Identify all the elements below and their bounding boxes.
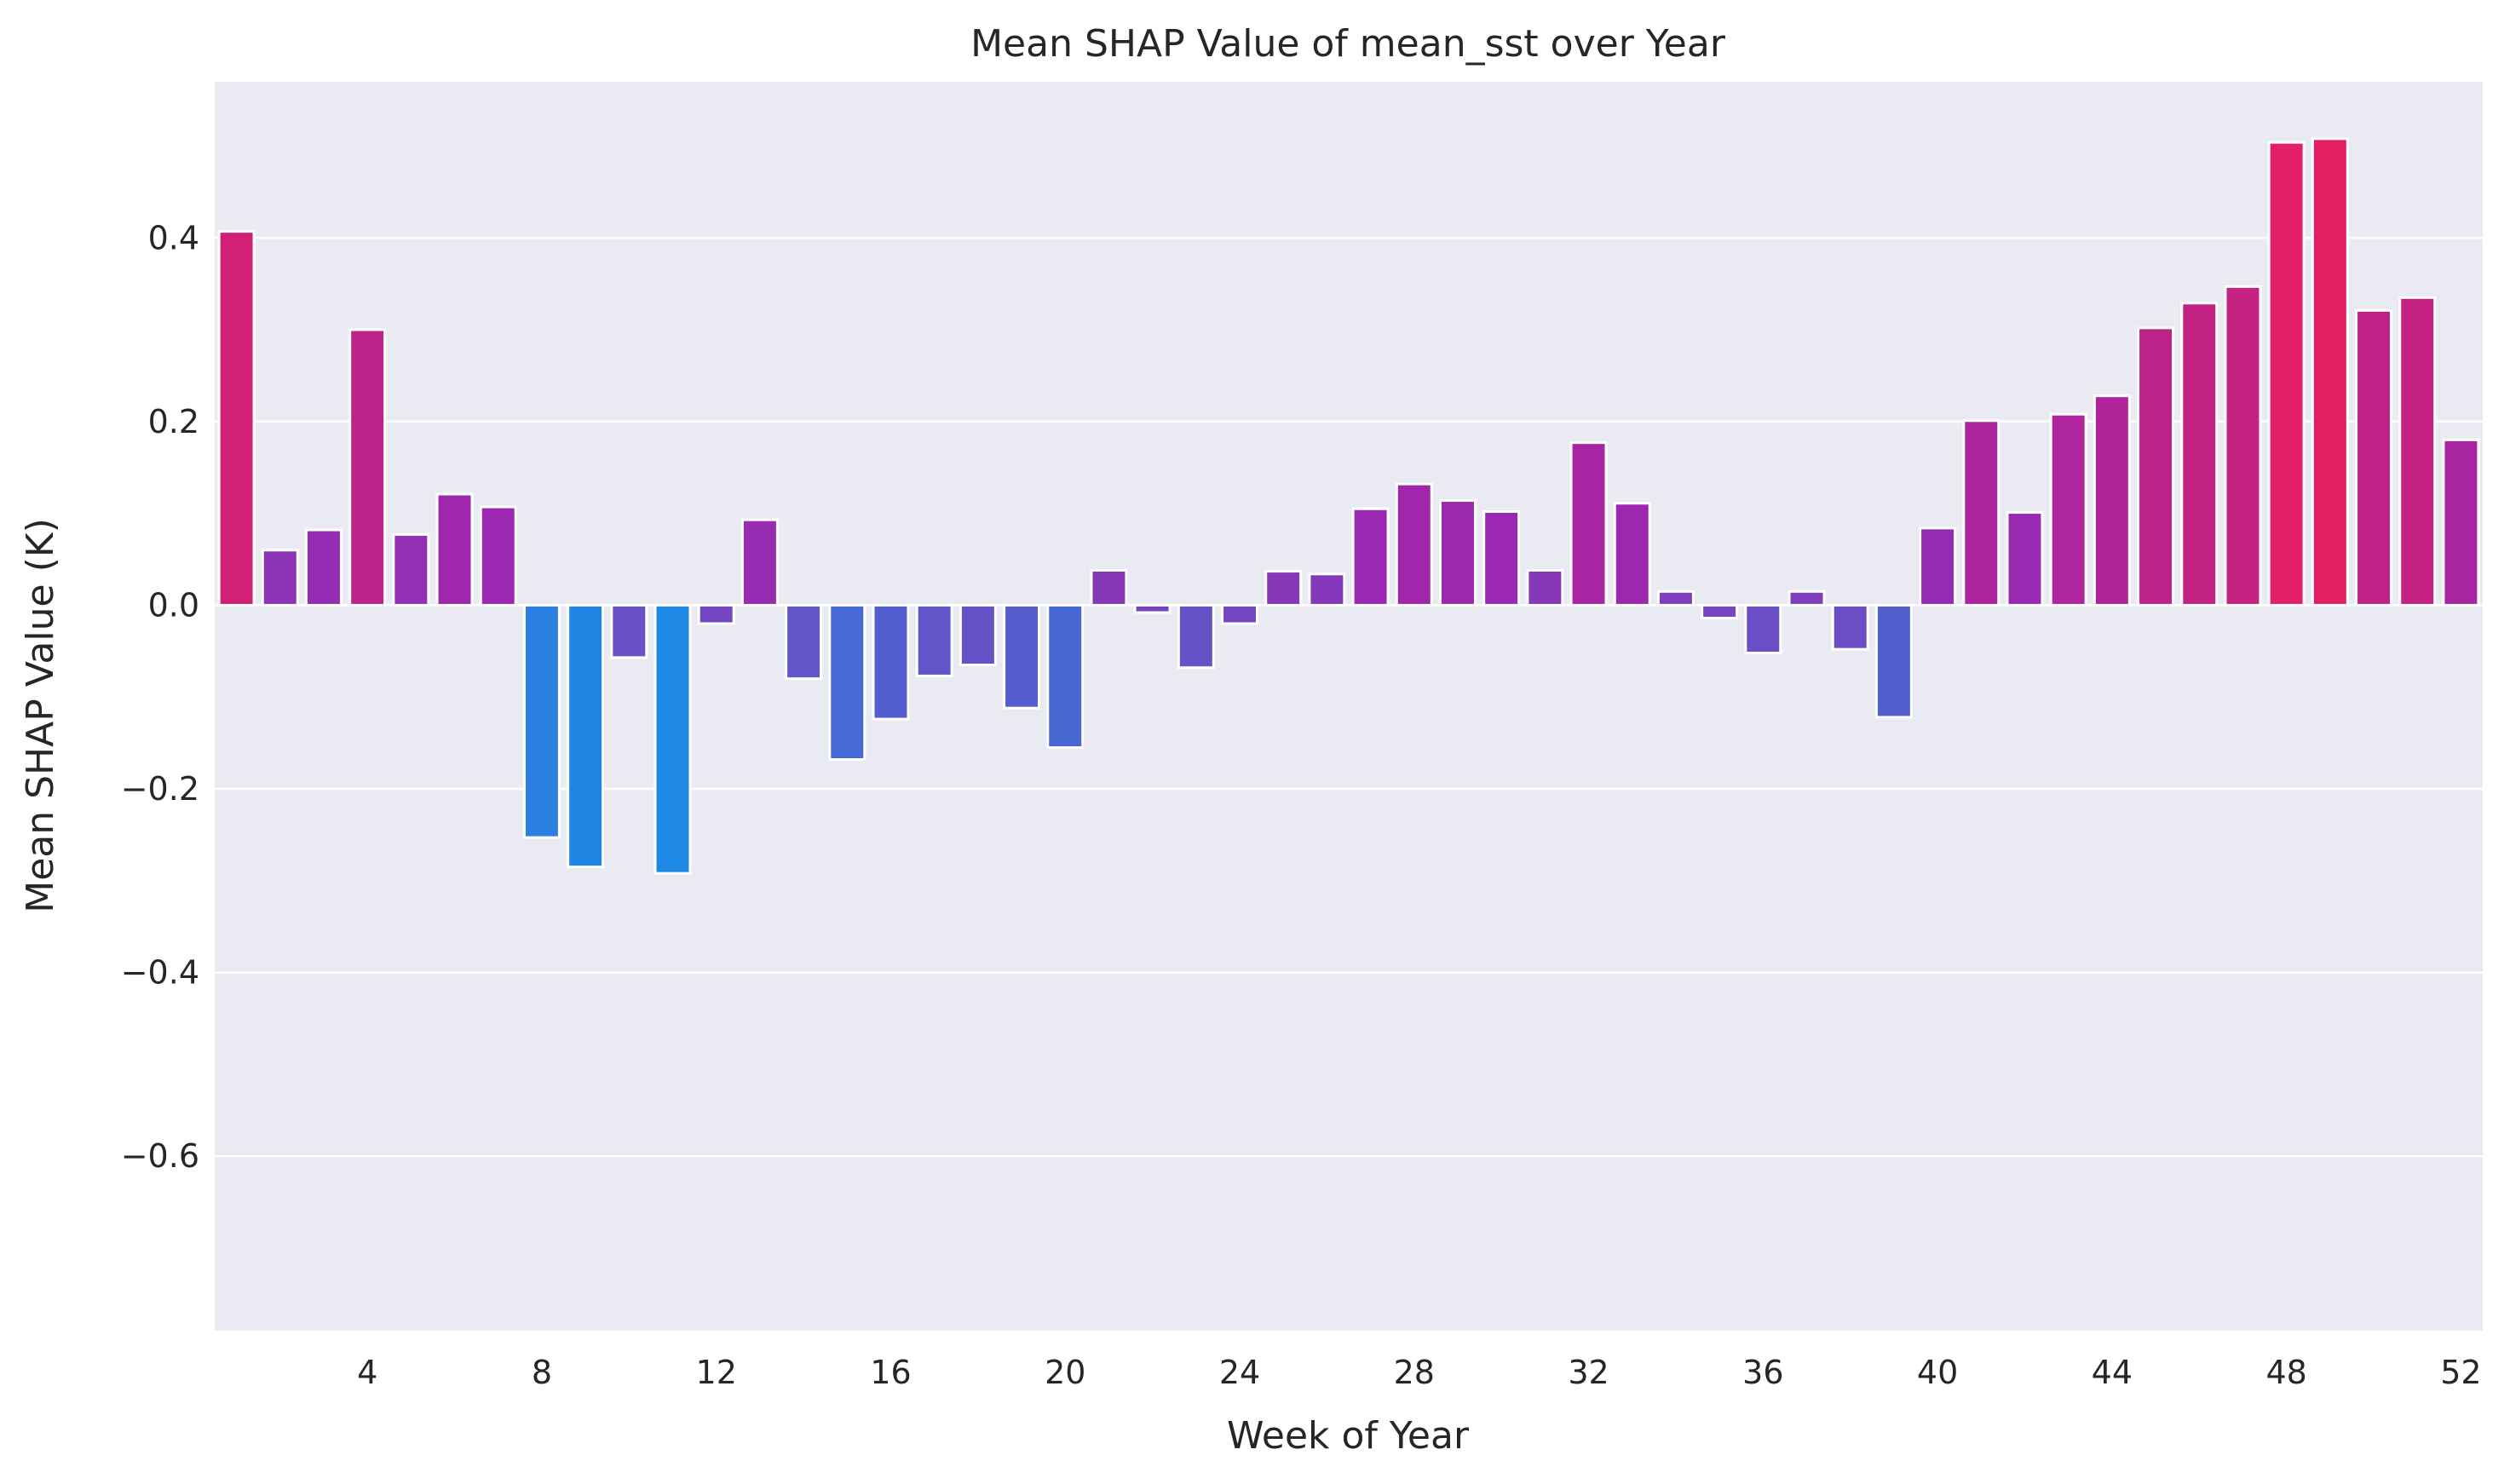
- y-tick-label: −0.2: [121, 770, 199, 808]
- bar-week-52: [2442, 438, 2480, 607]
- bar-week-3: [305, 528, 343, 607]
- bar-week-19: [1003, 603, 1041, 710]
- bar-week-11: [653, 603, 692, 875]
- bar-week-40: [1919, 526, 1957, 607]
- bar-week-44: [2093, 394, 2131, 607]
- bar-week-23: [1177, 603, 1215, 670]
- x-tick-label: 52: [2440, 1354, 2481, 1391]
- bar-week-12: [697, 603, 735, 625]
- y-tick-label: −0.6: [121, 1137, 199, 1175]
- y-tick-label: 0.4: [148, 219, 199, 256]
- bar-week-43: [2049, 412, 2087, 607]
- y-tick-label: −0.4: [121, 954, 199, 992]
- bar-week-18: [959, 603, 997, 666]
- x-tick-labels: 4 8 12 16 20 24 28 32 36 40 44 48 52: [357, 1354, 2482, 1391]
- x-tick-label: 8: [532, 1354, 552, 1391]
- x-tick-label: 24: [1219, 1354, 1260, 1391]
- bar-week-29: [1439, 499, 1477, 607]
- bar-week-7: [479, 505, 517, 607]
- bar-week-5: [392, 532, 430, 607]
- bar-week-24: [1221, 603, 1258, 625]
- bar-week-49: [2311, 137, 2349, 607]
- bar-week-39: [1874, 603, 1913, 719]
- bar-week-48: [2267, 141, 2306, 607]
- bar-week-27: [1351, 507, 1390, 607]
- bar-week-34: [1656, 590, 1695, 607]
- x-tick-label: 32: [1568, 1354, 1609, 1391]
- bar-week-47: [2224, 285, 2262, 607]
- bar-week-36: [1744, 603, 1782, 654]
- bar-week-6: [435, 492, 474, 607]
- bar-week-45: [2137, 326, 2175, 607]
- bar-week-25: [1264, 570, 1303, 607]
- x-tick-label: 12: [696, 1354, 737, 1391]
- bar-week-46: [2180, 302, 2219, 607]
- bar-week-42: [2006, 511, 2044, 607]
- bar-week-41: [1962, 419, 2001, 607]
- bar-week-10: [610, 603, 648, 659]
- x-tick-label: 4: [357, 1354, 377, 1391]
- x-tick-label: 20: [1045, 1354, 1085, 1391]
- bar-week-15: [828, 603, 866, 762]
- x-tick-label: 28: [1394, 1354, 1435, 1391]
- bar-week-14: [785, 603, 823, 681]
- bars: [217, 137, 2480, 875]
- y-tick-label: 0.0: [148, 586, 199, 624]
- chart-title: Mean SHAP Value of mean_sst over Year: [970, 22, 1726, 66]
- y-tick-labels: 0.4 0.2 0.0 −0.2 −0.4 −0.6: [121, 219, 199, 1175]
- bar-week-26: [1308, 572, 1346, 607]
- bar-week-38: [1831, 603, 1869, 651]
- bar-week-2: [261, 549, 299, 607]
- y-tick-label: 0.2: [148, 403, 199, 440]
- bar-week-51: [2398, 296, 2437, 607]
- x-tick-label: 16: [870, 1354, 911, 1391]
- bar-week-30: [1482, 509, 1521, 607]
- x-tick-label: 44: [2092, 1354, 2133, 1391]
- bar-week-28: [1395, 482, 1433, 607]
- bar-week-17: [915, 603, 953, 677]
- bar-week-50: [2355, 308, 2392, 607]
- bar-week-1: [217, 230, 256, 607]
- bar-week-8: [522, 603, 561, 839]
- bar-week-35: [1701, 603, 1739, 620]
- bar-week-9: [567, 603, 605, 869]
- x-axis-label: Week of Year: [1227, 1414, 1470, 1458]
- bar-week-37: [1788, 590, 1826, 607]
- y-axis-label: Mean SHAP Value (K): [19, 518, 62, 913]
- bar-week-20: [1046, 603, 1085, 750]
- bar-week-16: [872, 603, 910, 721]
- bar-week-21: [1090, 568, 1128, 607]
- bar-week-22: [1133, 603, 1172, 614]
- x-tick-label: 40: [1917, 1354, 1958, 1391]
- bar-week-31: [1526, 568, 1564, 607]
- bar-week-32: [1569, 441, 1608, 607]
- bar-week-4: [348, 328, 387, 607]
- x-tick-label: 36: [1742, 1354, 1783, 1391]
- x-tick-label: 48: [2265, 1354, 2306, 1391]
- bar-week-33: [1613, 502, 1651, 607]
- bar-week-13: [740, 518, 779, 607]
